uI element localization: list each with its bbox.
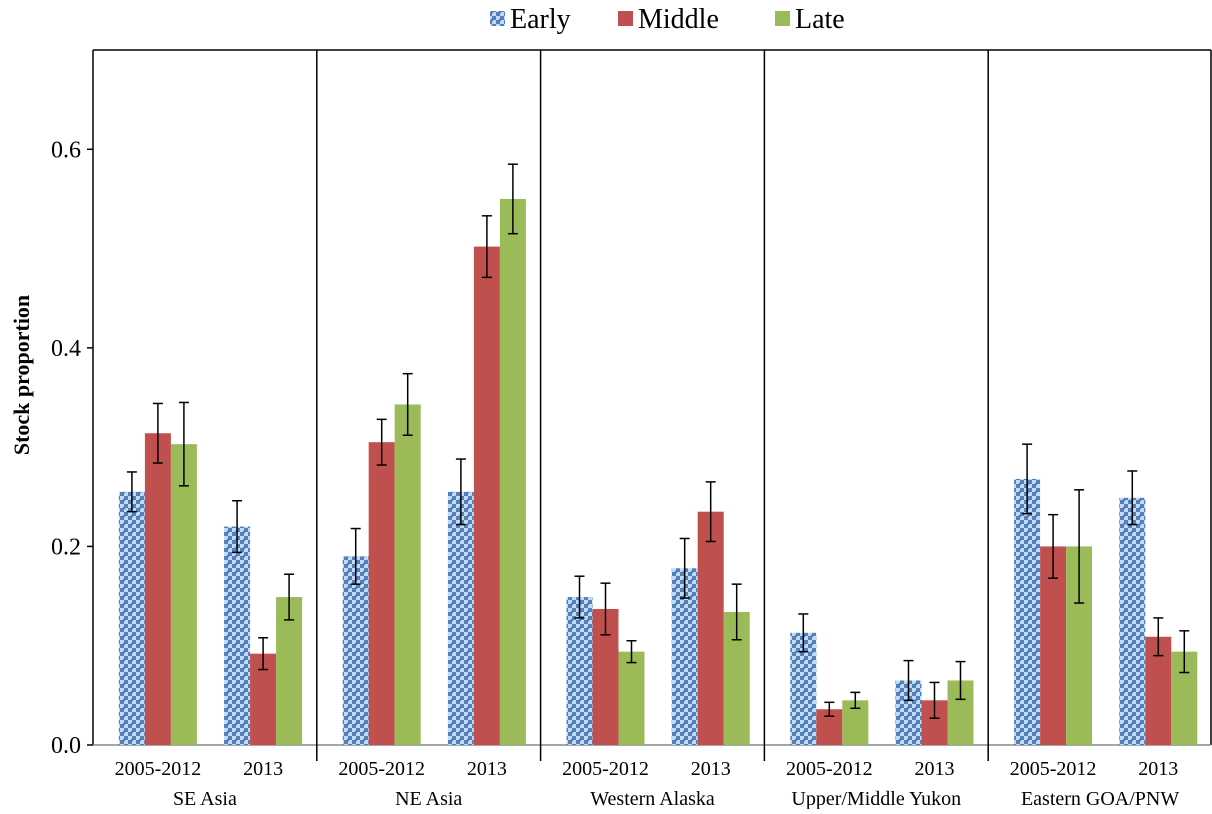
category-label: 2013	[914, 758, 954, 780]
category-label: 2005-2012	[786, 758, 873, 780]
bar-late	[499, 198, 526, 745]
bar-early	[342, 556, 369, 745]
group-label: Upper/Middle Yukon	[791, 788, 961, 809]
bar-early	[224, 526, 251, 745]
bar-middle	[368, 442, 395, 745]
legend-label-middle: Middle	[638, 4, 719, 35]
bar-early	[118, 491, 145, 745]
bar-early	[1014, 478, 1041, 745]
category-label: 2013	[467, 758, 507, 780]
bar-late	[170, 444, 197, 745]
bar-middle	[1040, 546, 1067, 745]
legend-swatch-middle	[618, 11, 633, 26]
legend-swatch-early	[490, 11, 505, 26]
error-bars	[126, 163, 1190, 719]
category-label: 2013	[1138, 758, 1178, 780]
y-tick-label: 0.4	[51, 336, 81, 362]
bars	[118, 198, 1198, 746]
group-label: SE Asia	[173, 788, 237, 809]
legend: Early Middle Late	[490, 4, 845, 35]
group-label: Western Alaska	[590, 788, 715, 809]
bar-middle	[144, 433, 171, 745]
y-tick-label: 0.2	[51, 534, 81, 560]
y-axis-label: Stock proportion	[9, 295, 34, 455]
bar-late	[276, 597, 303, 745]
group-label: Eastern GOA/PNW	[1021, 788, 1179, 809]
bar-late	[394, 404, 421, 745]
y-tick-label: 0.0	[51, 733, 81, 759]
legend-label-early: Early	[510, 4, 571, 35]
y-axis: 0.0 0.2 0.4 0.6	[51, 137, 93, 759]
category-label: 2005-2012	[115, 758, 202, 780]
bar-late	[618, 651, 645, 745]
category-label: 2013	[691, 758, 731, 780]
legend-label-late: Late	[795, 4, 845, 35]
legend-swatch-late	[775, 11, 790, 26]
category-label: 2005-2012	[562, 758, 649, 780]
bar-early	[447, 491, 474, 745]
y-tick-label: 0.6	[51, 137, 81, 163]
category-label: 2013	[243, 758, 283, 780]
bar-early	[1119, 497, 1146, 745]
category-label: 2005-2012	[1010, 758, 1097, 780]
category-label: 2005-2012	[338, 758, 425, 780]
group-label: NE Asia	[395, 788, 462, 809]
bar-middle	[473, 246, 500, 746]
bar-middle	[697, 511, 724, 745]
bar-early	[566, 597, 593, 745]
